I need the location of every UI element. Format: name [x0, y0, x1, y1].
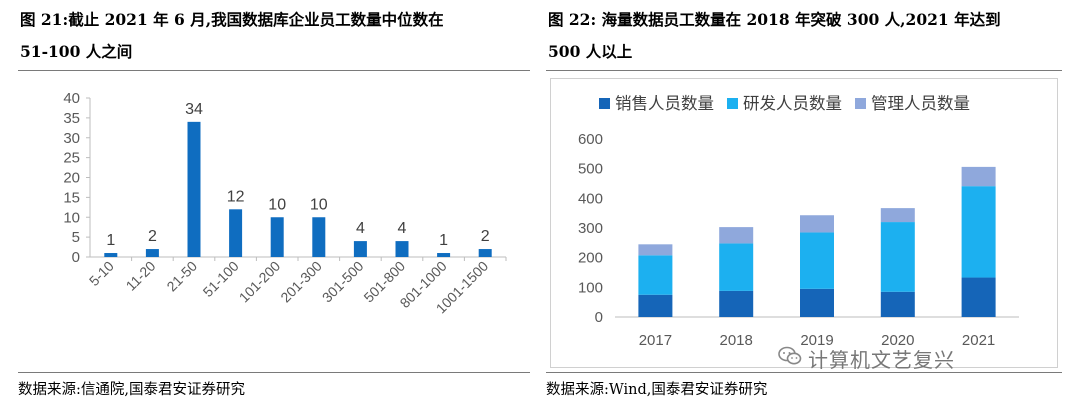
y-tick-label: 35: [63, 110, 80, 127]
stacked-bar-segment: [961, 277, 996, 317]
left-figure: 图 21:截止 2021 年 6 月,我国数据库企业员工数量中位数在 51-100…: [18, 0, 530, 398]
stacked-bar-segment: [719, 243, 754, 291]
bar: [478, 249, 492, 257]
left-figure-title: 图 21:截止 2021 年 6 月,我国数据库企业员工数量中位数在 51-100…: [18, 4, 530, 68]
stacked-bar-segment: [800, 215, 834, 233]
wechat-icon: [778, 346, 802, 365]
right-title-line1: 图 22: 海量数据员工数量在 2018 年突破 300 人,2021 年达到: [548, 10, 1001, 29]
y-tick-label: 400: [578, 190, 603, 207]
stacked-bar-segment: [800, 232, 834, 289]
left-bar-chart: 051015202530354015-10211-203421-501251-1…: [63, 90, 507, 316]
legend-label: 管理人员数量: [871, 94, 970, 113]
y-tick-label: 600: [578, 131, 603, 148]
y-tick-label: 0: [595, 309, 603, 326]
bar: [145, 249, 159, 257]
right-source: 数据来源:Wind,国泰君安证券研究: [546, 382, 768, 398]
y-tick-label: 200: [578, 250, 603, 267]
x-tick-label: 21-50: [163, 258, 200, 295]
x-tick-label: 2019: [800, 332, 833, 349]
watermark-text: 计算机文艺复兴: [808, 348, 955, 372]
bar: [187, 121, 201, 257]
left-top-rule: [18, 70, 530, 71]
x-tick-label: 2018: [720, 332, 753, 349]
data-label: 2: [148, 228, 157, 245]
stacked-bar-segment: [638, 294, 673, 317]
bar: [270, 217, 284, 257]
x-tick-label: 2021: [962, 332, 995, 349]
x-tick-label: 11-20: [123, 258, 159, 294]
y-tick-label: 20: [63, 170, 80, 187]
y-tick-label: 15: [63, 189, 80, 206]
bar: [104, 253, 118, 257]
stacked-bar-segment: [880, 291, 915, 317]
stacked-bar-segment: [638, 244, 673, 256]
x-tick-label: 101-200: [236, 258, 284, 306]
x-tick-label: 301-500: [319, 258, 367, 306]
stacked-bar-segment: [719, 290, 754, 317]
right-top-rule: [546, 70, 1062, 71]
y-tick-label: 300: [578, 220, 603, 237]
data-label: 1: [106, 232, 115, 249]
data-label: 1: [439, 232, 448, 249]
right-bottom-rule: [546, 372, 1062, 373]
x-tick-label: 5-10: [86, 258, 117, 289]
data-label: 34: [185, 101, 203, 118]
x-tick-label: 2017: [639, 332, 672, 349]
stacked-bar-segment: [719, 227, 754, 244]
right-chart-frame: 销售人员数量 研发人员数量 管理人员数量 0 100 200 300 400 500 600 201…: [550, 78, 1058, 368]
bar: [395, 241, 409, 257]
legend-swatch: [727, 98, 738, 109]
y-tick-label: 0: [72, 249, 80, 266]
stacked-bar-segment: [638, 255, 673, 295]
data-label: 2: [481, 228, 490, 245]
y-tick-label: 10: [63, 209, 80, 226]
x-tick-label: 201-300: [277, 258, 325, 306]
x-tick-label: 2020: [881, 332, 914, 349]
right-title-line2: 500 人以上: [548, 42, 633, 61]
data-label: 10: [310, 196, 328, 213]
bar: [229, 209, 243, 257]
right-stacked-bar-chart: 销售人员数量 研发人员数量 管理人员数量 0 100 200 300 400 500 600 201…: [578, 94, 1019, 349]
y-tick-label: 25: [63, 150, 80, 167]
bar: [437, 253, 451, 257]
bar: [312, 217, 326, 257]
data-label: 10: [268, 196, 286, 213]
data-label: 4: [356, 220, 365, 237]
y-tick-label: 30: [63, 130, 80, 147]
right-figure: 图 22: 海量数据员工数量在 2018 年突破 300 人,2021 年达到 5…: [546, 0, 1062, 398]
data-label: 12: [227, 188, 245, 205]
legend-label: 销售人员数量: [615, 94, 714, 113]
left-bottom-rule: [18, 372, 530, 373]
legend-swatch: [855, 98, 866, 109]
legend-label: 研发人员数量: [743, 94, 842, 113]
left-title-line1: 图 21:截止 2021 年 6 月,我国数据库企业员工数量中位数在: [20, 10, 444, 29]
stacked-bar-segment: [961, 166, 996, 187]
stacked-bar-segment: [880, 208, 915, 223]
stacked-bar-segment: [961, 186, 996, 278]
right-figure-title: 图 22: 海量数据员工数量在 2018 年突破 300 人,2021 年达到 5…: [546, 4, 1062, 68]
y-tick-label: 100: [578, 279, 603, 296]
y-tick-label: 500: [578, 161, 603, 178]
left-source: 数据来源:信通院,国泰君安证券研究: [18, 382, 245, 398]
bar: [353, 241, 367, 257]
left-title-line2: 51-100 人之间: [20, 42, 133, 61]
stacked-bar-segment: [800, 288, 834, 317]
stacked-bar-segment: [880, 222, 915, 292]
legend-swatch: [599, 98, 610, 109]
data-label: 4: [398, 220, 407, 237]
left-chart-frame: 0 5 10 15 20 25 30 35 40 1 5-10 2 11-20 34 21-50 12 51-1…: [18, 78, 530, 368]
y-tick-label: 5: [72, 229, 80, 246]
y-tick-label: 40: [63, 90, 80, 107]
